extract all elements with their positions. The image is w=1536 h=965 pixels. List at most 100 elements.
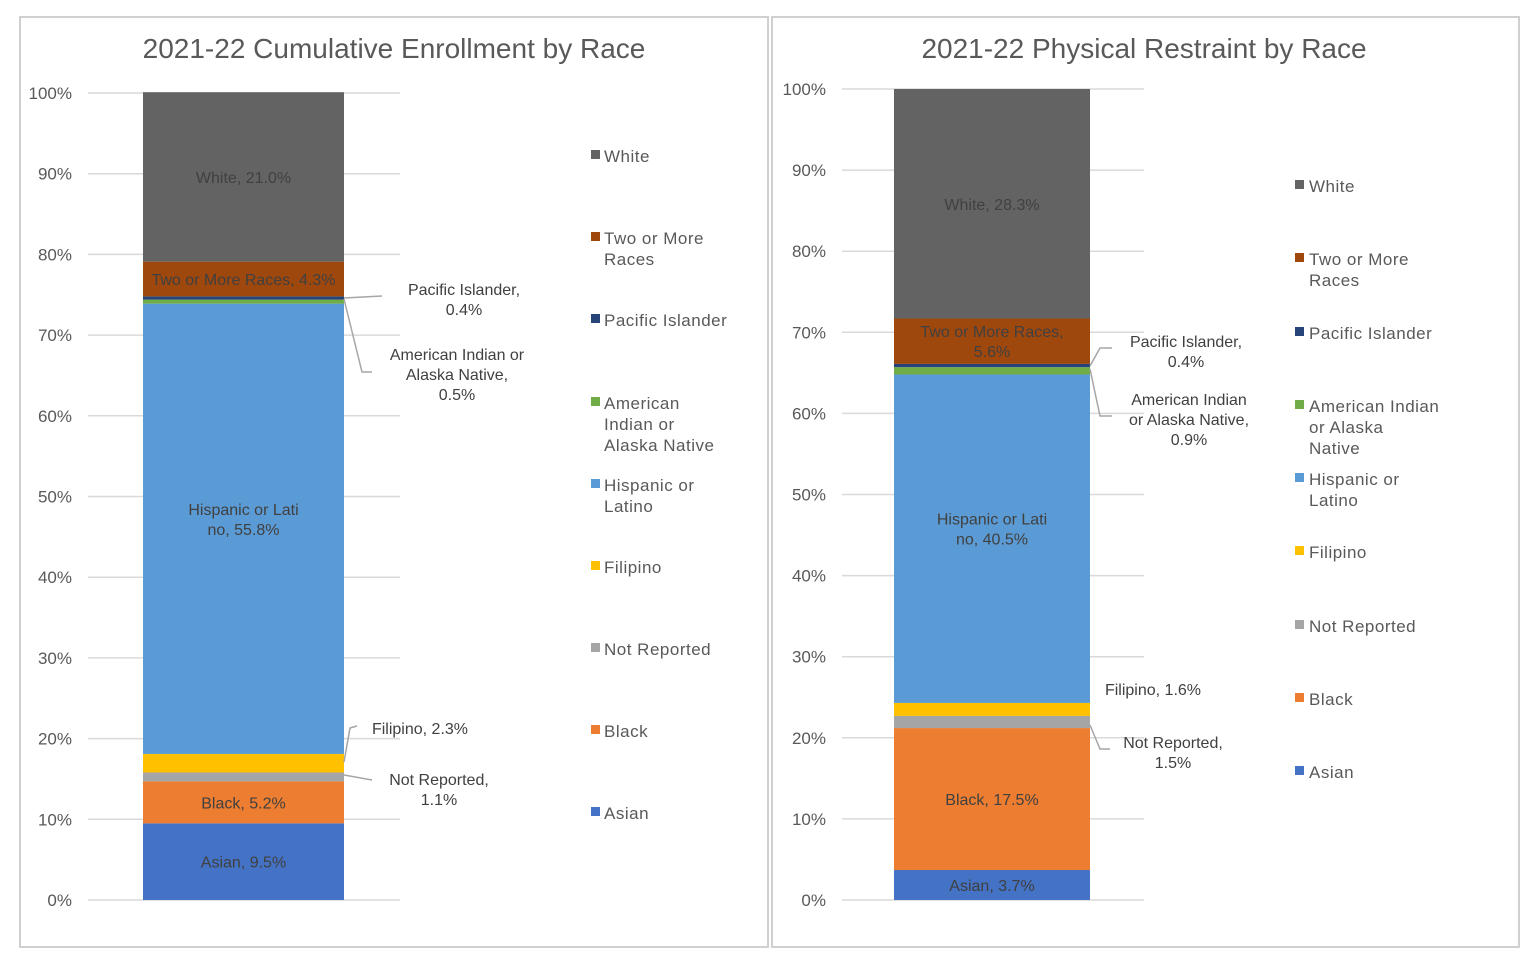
bar-segment-filipino [894, 702, 1090, 716]
legend-swatch [591, 397, 600, 406]
y-tick-label: 0% [801, 891, 826, 910]
legend-swatch [1295, 253, 1304, 262]
legend-label: Pacific Islander [1309, 324, 1432, 343]
legend-label: Hispanic or Latino [604, 476, 695, 516]
legend-swatch [1295, 693, 1304, 702]
bar-segment-asian [143, 823, 344, 900]
legend-label: American Indian or Alaska Native [604, 394, 714, 455]
data-label-pacific-islander: Pacific Islander, 0.4% [1130, 334, 1242, 371]
bar-segment-not-reported [894, 715, 1090, 729]
leader-line-pacific-islander [1089, 347, 1112, 367]
y-tick-label: 80% [38, 245, 72, 264]
legend-item-pacific-islander: Pacific Islander [591, 311, 727, 330]
legend-item-hispanic-or-latino: Hispanic or Latino [591, 476, 695, 516]
y-tick-label: 0% [47, 891, 72, 910]
legend-item-two-or-more-races: Two or More Races [1295, 250, 1409, 290]
legend-label: American Indian or Alaska Native [1309, 397, 1439, 458]
legend-item-white: White [1295, 177, 1355, 196]
data-label-white: White, 28.3% [944, 197, 1039, 214]
bar-segment-asian [894, 869, 1090, 900]
bar-segment-hispanic-or-latino [143, 303, 344, 754]
legend-label: Not Reported [1309, 617, 1416, 636]
legend-label: Black [604, 722, 648, 741]
legend-item-american-indian-or-alaska-native: American Indian or Alaska Native [1295, 397, 1439, 458]
data-label-american-indian-or-alaska-native: American Indian or Alaska Native, 0.5% [390, 347, 525, 404]
legend-swatch [591, 232, 600, 241]
y-tick-label: 10% [792, 810, 826, 829]
y-tick-label: 90% [38, 165, 72, 184]
legend-label: White [1309, 177, 1355, 196]
y-tick-label: 60% [38, 407, 72, 426]
y-tick-label: 20% [792, 729, 826, 748]
legend-item-filipino: Filipino [1295, 543, 1367, 562]
y-tick-label: 80% [792, 242, 826, 261]
legend-swatch [1295, 473, 1304, 482]
legend-label: Asian [604, 804, 649, 823]
bar-segment-two-or-more-races [894, 318, 1090, 364]
data-label-black: Black, 17.5% [945, 792, 1038, 809]
leader-line-american-indian-or-alaska-native [343, 298, 372, 373]
legend-swatch [591, 561, 600, 570]
bar-segment-two-or-more-races [143, 261, 344, 297]
legend-item-two-or-more-races: Two or More Races [591, 229, 704, 269]
legend-label: Not Reported [604, 640, 711, 659]
data-label-filipino: Filipino, 2.3% [372, 721, 468, 738]
legend-swatch [1295, 766, 1304, 775]
legend-item-not-reported: Not Reported [1295, 617, 1416, 636]
data-label-asian: Asian, 9.5% [201, 855, 286, 872]
y-tick-label: 10% [38, 810, 72, 829]
bar-segment-pacific-islander [894, 363, 1090, 368]
leader-line-filipino [343, 725, 358, 763]
legend-label: Filipino [604, 558, 662, 577]
legend-swatch [591, 150, 600, 159]
legend-item-black: Black [591, 722, 648, 741]
y-tick-label: 20% [38, 730, 72, 749]
legend-item-asian: Asian [1295, 763, 1354, 782]
data-label-not-reported: Not Reported, 1.1% [389, 772, 489, 809]
legend-label: Hispanic or Latino [1309, 470, 1400, 510]
bar-segment-white [894, 89, 1090, 319]
y-tick-label: 60% [792, 404, 826, 423]
y-tick-label: 70% [38, 326, 72, 345]
legend-swatch [1295, 620, 1304, 629]
data-label-black: Black, 5.2% [201, 795, 285, 812]
legend-label: Two or More Races [1309, 250, 1409, 290]
bar-segment-black [894, 728, 1090, 870]
leader-line-american-indian-or-alaska-native [1089, 368, 1112, 417]
chart-1: 2021-22 Cumulative Enrollment by Race 0% 1… [29, 33, 727, 910]
bar-segment-white [143, 92, 344, 262]
y-tick-label: 30% [792, 648, 826, 667]
legend-swatch [591, 479, 600, 488]
data-label-two-or-more-races: Two or More Races, 4.3% [151, 272, 335, 289]
y-tick-label: 90% [792, 161, 826, 180]
leader-line-not-reported [343, 774, 373, 781]
y-tick-label: 100% [29, 84, 72, 103]
legend-label: Filipino [1309, 543, 1367, 562]
data-label-two-or-more-races: Two or More Races, 5.6% [920, 324, 1063, 361]
bar-segment-not-reported [143, 772, 344, 782]
legend-item-hispanic-or-latino: Hispanic or Latino [1295, 470, 1400, 510]
y-tick-label: 40% [792, 567, 826, 586]
legend-item-american-indian-or-alaska-native: American Indian or Alaska Native [591, 394, 714, 455]
legend-swatch [1295, 327, 1304, 336]
y-tick-label: 30% [38, 649, 72, 668]
leader-line-pacific-islander [343, 295, 383, 299]
bar-segment-filipino [143, 753, 344, 773]
bar-segment-pacific-islander [143, 296, 344, 300]
bar-segment-black [143, 781, 344, 824]
legend-swatch [591, 725, 600, 734]
legend-label: Asian [1309, 763, 1354, 782]
legend-label: Two or More Races [604, 229, 704, 269]
legend-swatch [1295, 180, 1304, 189]
data-label-filipino: Filipino, 1.6% [1105, 682, 1201, 699]
data-label-not-reported: Not Reported, 1.5% [1123, 735, 1223, 772]
legend-item-asian: Asian [591, 804, 649, 823]
bar-segment-american-indian-or-alaska-native [894, 367, 1090, 375]
y-tick-label: 40% [38, 568, 72, 587]
leader-line-not-reported [1089, 724, 1110, 750]
legend-swatch [591, 807, 600, 816]
bar-segment-american-indian-or-alaska-native [143, 299, 344, 304]
legend-label: White [604, 147, 650, 166]
legend-item-not-reported: Not Reported [591, 640, 711, 659]
